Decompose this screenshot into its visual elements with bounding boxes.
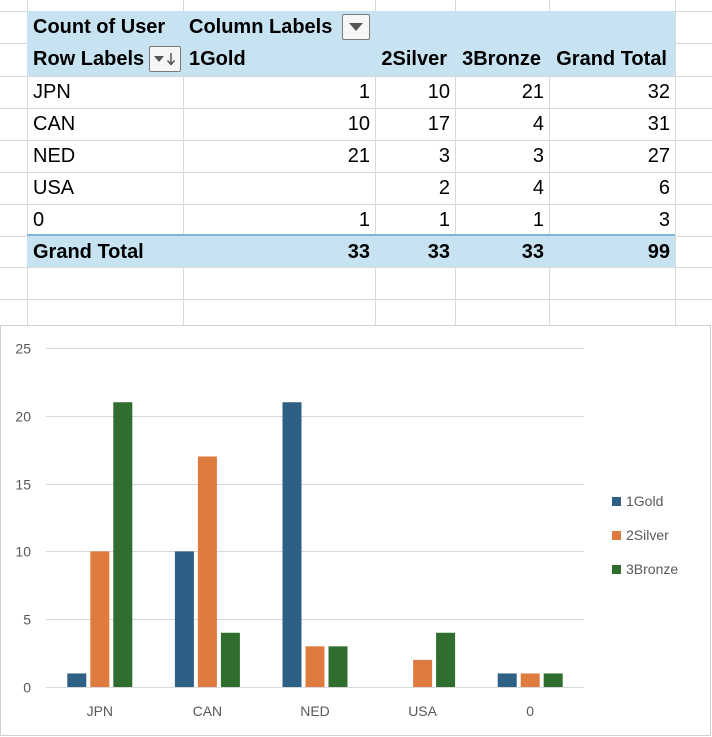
- pivot-chart[interactable]: 0 5 10 15 20 25 JPN CAN NED USA 0: [0, 325, 711, 736]
- cell-bronze[interactable]: 1: [532, 209, 544, 231]
- legend-label-bronze: 3Bronze: [626, 561, 679, 577]
- grand-total-label[interactable]: Grand Total: [33, 241, 144, 263]
- bar-2silver-ned: [305, 646, 325, 687]
- y-tick-label: 20: [15, 409, 31, 425]
- table-row: CAN 10 17 4 31: [0, 109, 712, 140]
- cell-silver[interactable]: 17: [427, 113, 450, 135]
- value-field-label[interactable]: Count of User: [33, 16, 166, 38]
- table-row: JPN 1 10 21 32: [0, 77, 712, 108]
- bar-3bronze-0: [543, 673, 563, 687]
- y-tick-label: 0: [23, 680, 31, 696]
- bar-2silver-can: [197, 456, 217, 687]
- grand-total-silver[interactable]: 33: [427, 241, 450, 263]
- row-label[interactable]: CAN: [33, 113, 76, 135]
- legend-swatch-bronze: [612, 564, 621, 574]
- x-tick-label: 0: [526, 703, 534, 719]
- legend-swatch-silver: [612, 530, 621, 540]
- cell-silver[interactable]: 10: [427, 81, 450, 103]
- cell-gold[interactable]: 1: [358, 81, 370, 103]
- y-tick-label: 25: [15, 341, 31, 357]
- table-row: NED 21 3 3 27: [0, 141, 712, 172]
- grand-total-row: Grand Total 33 33 33 99: [0, 237, 712, 268]
- grand-total-divider: [27, 234, 675, 236]
- y-tick-label: 15: [15, 477, 31, 493]
- table-row: 0 1 1 1 3: [0, 205, 712, 236]
- column-filter-button[interactable]: [342, 14, 370, 40]
- cell-gold[interactable]: [184, 173, 370, 204]
- cell-bronze[interactable]: 3: [532, 145, 544, 167]
- pivot-header-row-2: Row Labels 1Gold 2Silver 3Bronze Grand T…: [0, 44, 712, 75]
- legend-item-silver[interactable]: 2Silver: [612, 518, 678, 552]
- table-row: USA 2 4 6: [0, 173, 712, 204]
- bar-2silver-jpn: [90, 551, 110, 687]
- cell-bronze[interactable]: 4: [532, 177, 544, 199]
- bar-1gold-can: [174, 551, 194, 687]
- cell-gold[interactable]: 21: [347, 145, 370, 167]
- row-labels-label[interactable]: Row Labels: [33, 48, 145, 70]
- bar-1gold-ned: [282, 402, 302, 687]
- bar-3bronze-ned: [328, 646, 348, 687]
- chart-plot-area: 0 5 10 15 20 25 JPN CAN NED USA 0: [15, 341, 584, 719]
- row-sort-filter-button[interactable]: [149, 46, 181, 72]
- chart-legend[interactable]: 1Gold 2Silver 3Bronze: [612, 484, 678, 586]
- dropdown-arrow-icon: [349, 23, 363, 31]
- bar-1gold-0: [497, 673, 517, 687]
- grand-total-bronze[interactable]: 33: [521, 241, 544, 263]
- bar-2silver-0: [520, 673, 540, 687]
- y-tick-label: 10: [15, 544, 31, 560]
- cell-total[interactable]: 27: [647, 145, 670, 167]
- cell-total[interactable]: 32: [647, 81, 670, 103]
- pivot-header-row-1: Count of User Column Labels: [0, 12, 712, 43]
- cell-bronze[interactable]: 21: [521, 81, 544, 103]
- bar-1gold-jpn: [67, 673, 87, 687]
- row-label[interactable]: NED: [33, 145, 76, 167]
- row-label[interactable]: USA: [33, 177, 75, 199]
- cell-silver[interactable]: 1: [438, 209, 450, 231]
- pivot-grand-total-fill: [27, 236, 675, 267]
- legend-label-silver: 2Silver: [626, 527, 669, 543]
- row-label[interactable]: 0: [33, 209, 45, 231]
- grand-total-gold[interactable]: 33: [347, 241, 370, 263]
- column-labels-label[interactable]: Column Labels: [189, 16, 333, 38]
- cell-total[interactable]: 6: [658, 177, 670, 199]
- bar-3bronze-jpn: [113, 402, 133, 687]
- column-header-silver[interactable]: 2Silver: [381, 48, 447, 70]
- x-tick-label: JPN: [87, 703, 113, 719]
- cell-total[interactable]: 3: [658, 209, 670, 231]
- bar-2silver-usa: [413, 659, 433, 687]
- cell-silver[interactable]: 3: [438, 145, 450, 167]
- cell-bronze[interactable]: 4: [532, 113, 544, 135]
- bar-3bronze-usa: [436, 632, 456, 687]
- grand-total-total[interactable]: 99: [647, 241, 670, 263]
- cell-gold[interactable]: 1: [358, 209, 370, 231]
- legend-item-gold[interactable]: 1Gold: [612, 484, 678, 518]
- column-header-bronze[interactable]: 3Bronze: [462, 48, 541, 70]
- x-tick-label: USA: [408, 703, 437, 719]
- y-tick-label: 5: [23, 612, 31, 628]
- row-label[interactable]: JPN: [33, 81, 71, 103]
- legend-swatch-gold: [612, 496, 621, 506]
- cell-total[interactable]: 31: [647, 113, 670, 135]
- legend-label-gold: 1Gold: [626, 493, 664, 509]
- sort-filter-icon: [154, 53, 176, 66]
- x-tick-label: NED: [300, 703, 330, 719]
- legend-item-bronze[interactable]: 3Bronze: [612, 552, 678, 586]
- bar-3bronze-can: [220, 632, 240, 687]
- cell-gold[interactable]: 10: [347, 113, 370, 135]
- cell-silver[interactable]: 2: [438, 177, 450, 199]
- x-tick-label: CAN: [193, 703, 223, 719]
- column-header-grand-total[interactable]: Grand Total: [556, 48, 667, 70]
- column-header-gold[interactable]: 1Gold: [189, 48, 246, 70]
